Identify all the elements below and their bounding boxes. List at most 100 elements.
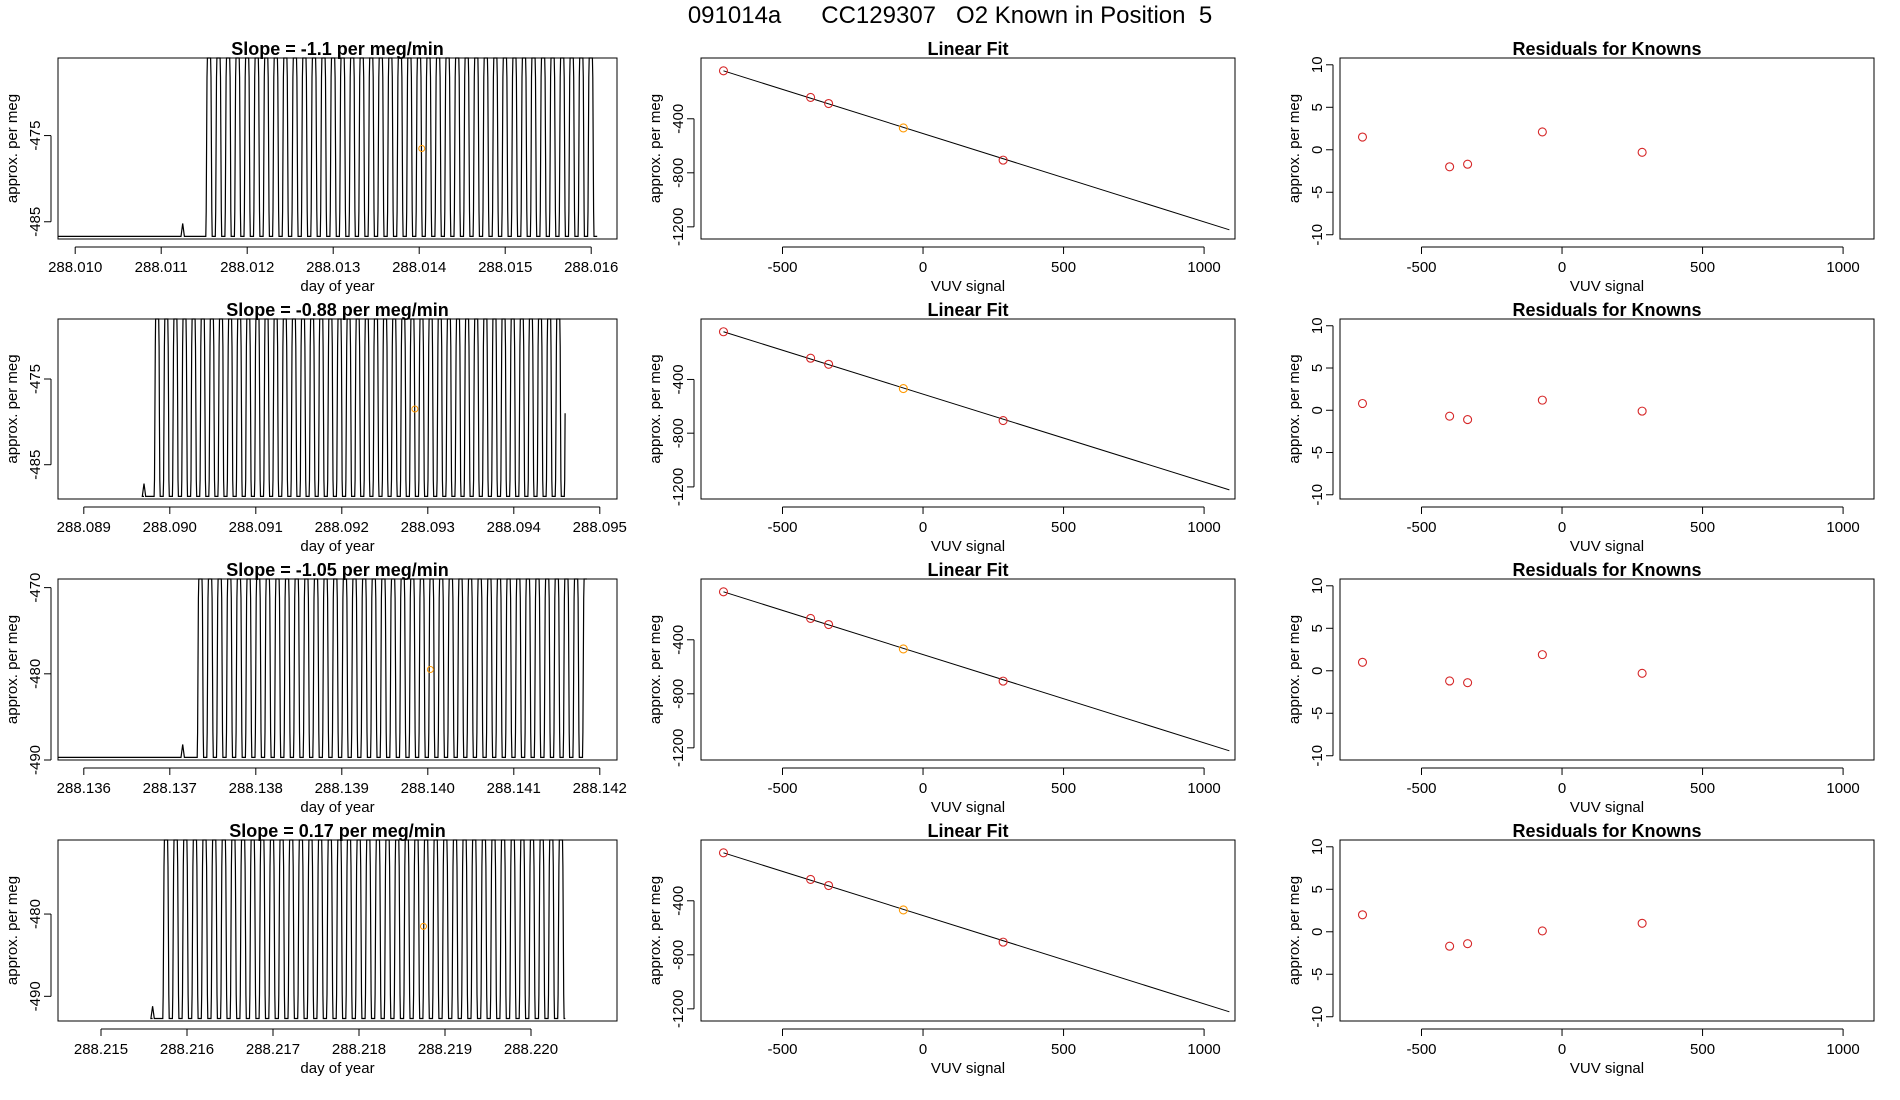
x-tick-label: 0 [1558,259,1566,276]
y-tick-label: -800 [670,679,687,709]
known-point [1445,676,1455,686]
known-point [1637,918,1647,928]
x-tick-label: 1000 [1826,780,1859,797]
y-tick-label: 0 [1309,406,1326,414]
x-axis-label: VUV signal [931,1060,1005,1077]
x-tick-label: -500 [1406,519,1436,536]
x-tick-label: 500 [1051,259,1076,276]
y-tick-label: 5 [1309,103,1326,111]
known-point [824,880,834,891]
y-tick-label: -1200 [670,468,687,506]
x-tick-label: 288.014 [392,259,446,276]
x-axis-label: day of year [300,538,374,555]
plot-frame [700,318,1236,500]
y-tick-label: 10 [1309,56,1326,73]
y-tick-label: 5 [1309,624,1326,632]
y-tick-label: -485 [27,207,44,237]
x-tick-label: 288.137 [143,780,197,797]
page-title: 091014a CC129307 O2 Known in Position 5 [687,2,1213,29]
x-tick-label: 288.010 [48,259,102,276]
known-point [718,848,729,858]
x-tick-label: -500 [767,1041,797,1058]
known-point [998,676,1008,686]
chart-title: Linear Fit [927,821,1008,841]
trace-line [141,318,566,497]
known-point [1463,678,1473,688]
y-tick-label: -400 [670,886,687,916]
y-tick-label: -5 [1309,707,1326,720]
known-point [718,66,729,76]
y-tick-label: 5 [1309,364,1326,372]
known-point [1463,415,1473,425]
x-axis-label: VUV signal [1570,538,1644,555]
known-point [824,359,834,369]
sample-marker [411,405,419,413]
y-axis-label: approx. per meg [4,615,21,724]
y-tick-label: 10 [1309,838,1326,855]
sample-point [898,123,908,133]
x-tick-label: 500 [1690,259,1715,276]
known-point [806,353,816,363]
known-point [806,613,816,623]
trace-line [58,57,598,237]
x-tick-label: 288.141 [487,780,541,797]
x-tick-label: 288.094 [487,519,541,536]
x-axis-label: VUV signal [1570,1060,1644,1077]
chart-title: Residuals for Knowns [1512,560,1701,580]
y-tick-label: -800 [670,418,687,448]
known-point [1637,668,1647,678]
x-tick-label: 0 [919,519,927,536]
known-point [1637,406,1647,416]
y-tick-label: -480 [27,659,44,689]
x-tick-label: 500 [1690,1041,1715,1058]
known-point [1445,162,1455,172]
sample-point [898,384,908,394]
x-tick-label: -500 [767,259,797,276]
y-tick-label: -1200 [670,729,687,767]
known-point [1537,926,1547,936]
y-axis-label: approx. per meg [647,354,664,463]
sample-marker [418,145,426,152]
y-tick-label: -10 [1309,484,1326,506]
fit-line [723,852,1230,1013]
x-tick-label: 500 [1051,1041,1076,1058]
y-tick-label: -5 [1309,186,1326,199]
chart-title: Linear Fit [927,300,1008,320]
plot-frame [700,578,1236,761]
y-tick-label: -800 [670,940,687,970]
known-point [1537,127,1547,137]
x-tick-label: -500 [1406,780,1436,797]
y-tick-label: -5 [1309,968,1326,981]
x-tick-label: 288.219 [418,1041,472,1058]
known-point [1357,398,1368,409]
chart-title: Slope = -1.1 per meg/min [231,39,444,59]
y-tick-label: -480 [27,899,44,929]
x-tick-label: 288.215 [74,1041,128,1058]
known-point [1537,395,1547,405]
y-axis-label: approx. per meg [4,876,21,985]
x-tick-label: 1000 [1826,519,1859,536]
y-tick-label: -10 [1309,1006,1326,1028]
x-axis-label: VUV signal [1570,278,1644,295]
x-tick-label: 288.092 [315,519,369,536]
y-tick-label: -470 [27,573,44,603]
x-tick-label: 1000 [1187,1041,1220,1058]
known-point [824,98,834,109]
y-tick-label: -1200 [670,990,687,1028]
x-tick-label: 500 [1051,519,1076,536]
y-tick-label: -475 [27,121,44,151]
chart-title: Linear Fit [927,560,1008,580]
x-tick-label: 288.016 [564,259,618,276]
x-tick-label: 1000 [1826,1041,1859,1058]
known-point [998,937,1008,947]
x-axis-label: day of year [300,1060,374,1077]
x-tick-label: 1000 [1826,259,1859,276]
x-tick-label: 1000 [1187,780,1220,797]
x-tick-label: -500 [767,519,797,536]
plot-frame [700,57,1236,240]
x-tick-label: 288.136 [57,780,111,797]
chart-title: Slope = 0.17 per meg/min [229,821,446,841]
plot-frame [1339,839,1875,1022]
known-point [1463,939,1473,949]
